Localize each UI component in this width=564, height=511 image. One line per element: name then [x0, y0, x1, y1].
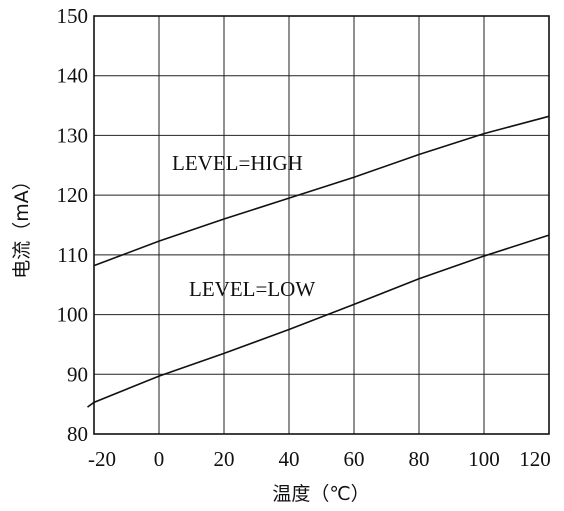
y-tick-label: 130 — [57, 123, 89, 147]
grid — [94, 16, 549, 434]
y-tick-label: 110 — [57, 243, 88, 267]
x-axis-title: 温度（℃） — [272, 483, 369, 505]
x-tick-label: 80 — [409, 447, 430, 471]
y-tick-label: 80 — [67, 422, 88, 446]
y-tick-label: 100 — [57, 303, 89, 327]
x-tick-label: 40 — [279, 447, 300, 471]
y-tick-label: 150 — [57, 4, 89, 28]
y-tick-label: 120 — [57, 183, 89, 207]
x-tick-labels: -20 0 20 40 60 80 100 120 — [88, 447, 551, 471]
x-tick-label: -20 — [88, 447, 116, 471]
plot-frame — [93, 15, 550, 435]
data-curves — [87, 115, 550, 408]
y-tick-labels: 80 90 100 110 120 130 140 150 — [57, 4, 89, 446]
series-line-high — [93, 115, 550, 267]
y-tick-label: 140 — [57, 64, 89, 88]
series-label-low: LEVEL=LOW — [189, 277, 315, 301]
x-tick-label: 60 — [344, 447, 365, 471]
y-tick-label: 90 — [67, 362, 88, 386]
series-label-high: LEVEL=HIGH — [172, 151, 303, 175]
x-tick-label: 0 — [154, 447, 165, 471]
x-tick-label: 120 — [519, 447, 551, 471]
x-tick-label: 100 — [468, 447, 500, 471]
x-tick-label: 20 — [214, 447, 235, 471]
y-axis-title: 电流（mA） — [11, 171, 33, 279]
series-line-low — [87, 234, 550, 408]
